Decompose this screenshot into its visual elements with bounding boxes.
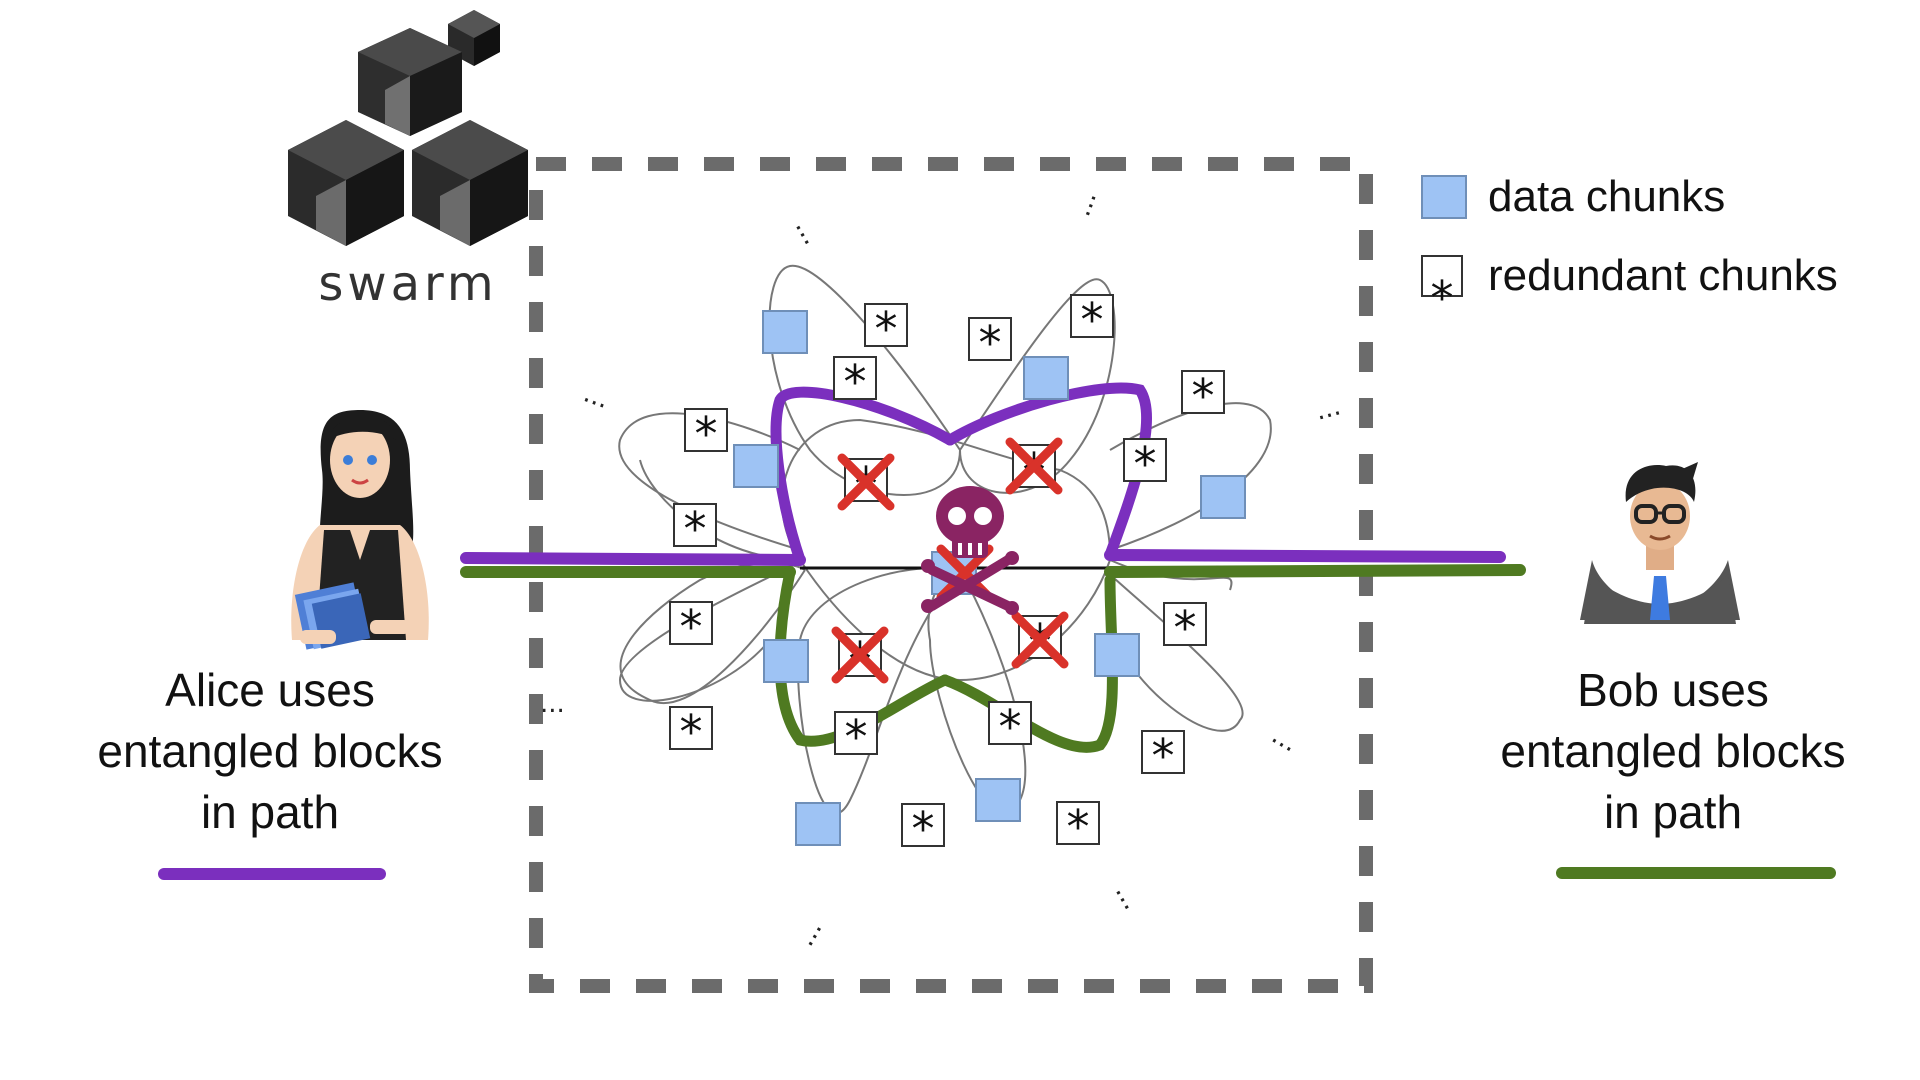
redundant-chunk (1181, 368, 1225, 424)
swarm-logo: swarm (288, 10, 528, 312)
alice-avatar (291, 410, 429, 650)
ellipsis: ... (790, 915, 828, 951)
redundant-chunk (988, 699, 1032, 755)
ellipsis: ... (540, 689, 565, 719)
hexagon-cubes-icon (288, 10, 528, 246)
alice-caption-line-1: Alice uses (165, 664, 375, 716)
redundant-chunk (669, 704, 713, 760)
legend: data chunks * redundant chunks (1421, 172, 1838, 325)
bob-caption-line-2: entangled blocks (1500, 725, 1845, 777)
redundant-chunk (834, 709, 878, 765)
ellipsis: ... (1109, 879, 1147, 915)
redundant-chunk (1070, 292, 1114, 348)
skull-crossbones-icon (921, 486, 1019, 615)
redundant-chunk (1141, 728, 1185, 784)
redundant-chunk (1056, 799, 1100, 855)
data-chunk (1094, 633, 1140, 677)
redundant-chunk (968, 315, 1012, 371)
ellipsis: ... (1312, 391, 1344, 426)
alice-path (460, 382, 1506, 566)
ellipsis: ... (1066, 187, 1103, 221)
data-chunk (1200, 475, 1246, 519)
ellipsis: ... (580, 378, 614, 415)
bob-caption-line-3: in path (1604, 786, 1742, 838)
redundant-chunk (901, 801, 945, 857)
ellipsis: ... (1267, 720, 1303, 758)
alice-caption: Alice uses entangled blocks in path (97, 664, 442, 838)
redundant-chunk (669, 599, 713, 655)
redundant-chunk (673, 501, 717, 557)
asterisk-box-icon (1421, 255, 1463, 297)
data-chunk (975, 778, 1021, 822)
data-chunk (763, 639, 809, 683)
bob-caption-line-1: Bob uses (1577, 664, 1769, 716)
data-chunk (1023, 356, 1069, 400)
swarm-logo-text: swarm (318, 256, 497, 312)
redundant-chunk (684, 406, 728, 462)
alice-caption-line-3: in path (201, 786, 339, 838)
data-chunk (733, 444, 779, 488)
bob-avatar (1580, 462, 1740, 624)
legend-label-redundant-chunks: redundant chunks (1488, 251, 1838, 300)
ellipsis: ... (789, 214, 827, 250)
data-chunk (762, 310, 808, 354)
legend-label-data-chunks: data chunks (1488, 172, 1725, 221)
alice-caption-line-2: entangled blocks (97, 725, 442, 777)
redundant-chunk (1163, 600, 1207, 656)
data-chunk (795, 802, 841, 846)
redundant-chunk (864, 301, 908, 357)
bob-caption: Bob uses entangled blocks in path (1500, 664, 1845, 838)
blue-square-icon (1421, 175, 1467, 219)
asterisk-symbol: * (1431, 271, 1454, 325)
